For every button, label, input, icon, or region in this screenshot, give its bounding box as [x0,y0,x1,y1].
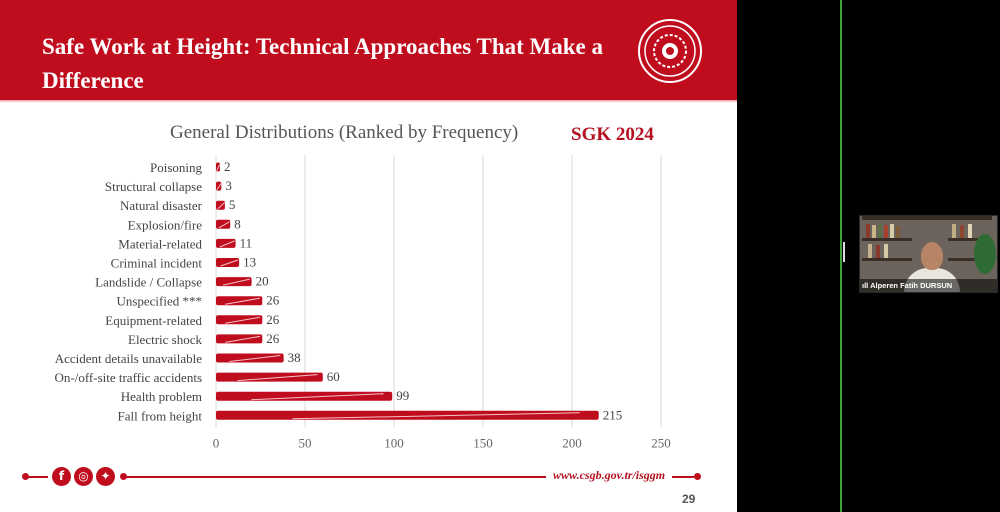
data-label: 99 [396,388,409,403]
bar-highlight [225,297,261,305]
data-label: 3 [225,178,232,193]
data-label: 11 [240,235,253,250]
footer-dot [120,473,127,480]
mic-icon: ıll [862,281,871,290]
bar-highlight [237,374,318,382]
footer-line-right [672,476,694,478]
bar [216,200,225,210]
data-label: 215 [603,407,623,422]
category-label: Natural disaster [120,198,203,213]
facebook-icon[interactable]: f [52,467,71,486]
data-label: 26 [266,293,280,308]
category-label: Landslide / Collapse [95,275,202,290]
x-tick-label: 150 [473,435,493,450]
data-label: 38 [288,350,301,365]
participant-name: ıll Alperen Fatih DURSUN [860,279,997,292]
plant-image [974,234,996,274]
participant-video-tile[interactable]: ıll Alperen Fatih DURSUN [859,215,998,293]
bar-highlight [217,202,225,210]
bar [216,315,263,325]
bar-highlight [225,316,261,324]
data-label: 26 [266,331,280,346]
category-label: Equipment-related [105,313,202,328]
bar-highlight [216,183,222,190]
data-label: 26 [266,312,280,327]
bar-highlight [218,221,230,229]
panel-divider[interactable] [840,0,842,512]
x-tick-label: 100 [384,435,404,450]
header-shadow [0,100,737,103]
footer-dot [694,473,701,480]
twitter-icon[interactable]: ✦ [96,467,115,486]
bar-highlight [223,278,250,286]
presentation-slide: Safe Work at Height: Technical Approache… [0,0,737,512]
bar-highlight [219,240,235,248]
x-tick-label: 50 [299,435,312,450]
category-label: Material-related [118,236,202,251]
participant-face [921,242,943,270]
bar [216,258,240,267]
bar-highlight [229,355,281,362]
bar [216,238,236,248]
category-label: Poisoning [150,160,203,175]
page-number: 29 [682,492,696,506]
category-label: Unspecified *** [116,294,202,309]
bar-highlight [225,335,261,343]
bar-highlight [251,393,384,401]
instagram-icon[interactable]: ◎ [74,467,93,486]
website-link[interactable]: www.csgb.gov.tr/isggm [553,468,666,482]
x-tick-label: 250 [651,435,671,450]
category-label: Electric shock [128,332,202,347]
bar-highlight [216,164,221,171]
footer-line-left [28,476,48,478]
data-label: 8 [234,216,241,231]
bar-chart: 0 50 100 150 200 250 Poisoning 2 Structural coll… [54,155,671,450]
bar [216,296,263,306]
resize-handle[interactable] [843,242,845,262]
x-tick-label: 200 [562,435,582,450]
bar [216,353,284,363]
bar [216,410,599,420]
footer-dot [22,473,29,480]
data-label: 2 [224,159,231,174]
category-label: On-/off-site traffic accidents [54,370,202,385]
category-label: Fall from height [118,408,203,423]
footer-line-middle [126,476,546,478]
chart-title: General Distributions (Ranked by Frequen… [170,122,519,143]
bar [216,277,252,287]
bar-highlight [292,412,580,420]
participant-name-text: Alperen Fatih DURSUN [870,281,953,290]
bar [216,334,263,344]
data-label: 5 [229,197,236,212]
bar [216,219,231,229]
data-label: 20 [256,274,269,289]
data-label: 60 [327,369,340,384]
x-tick-label: 0 [213,435,220,450]
bar [216,372,323,382]
category-label: Accident details unavailable [55,351,203,366]
slide-title: Safe Work at Height: Technical Approache… [42,34,603,93]
category-label: Health problem [121,389,202,404]
bar-highlight [220,259,239,267]
slide-header: Safe Work at Height: Technical Approache… [0,0,737,100]
ministry-emblem-icon [638,19,702,83]
source-tag: SGK 2024 [571,124,654,145]
category-label: Criminal incident [111,256,203,271]
data-label: 13 [243,255,256,270]
category-label: Structural collapse [105,179,202,194]
bar [216,391,393,401]
category-label: Explosion/fire [128,217,203,232]
